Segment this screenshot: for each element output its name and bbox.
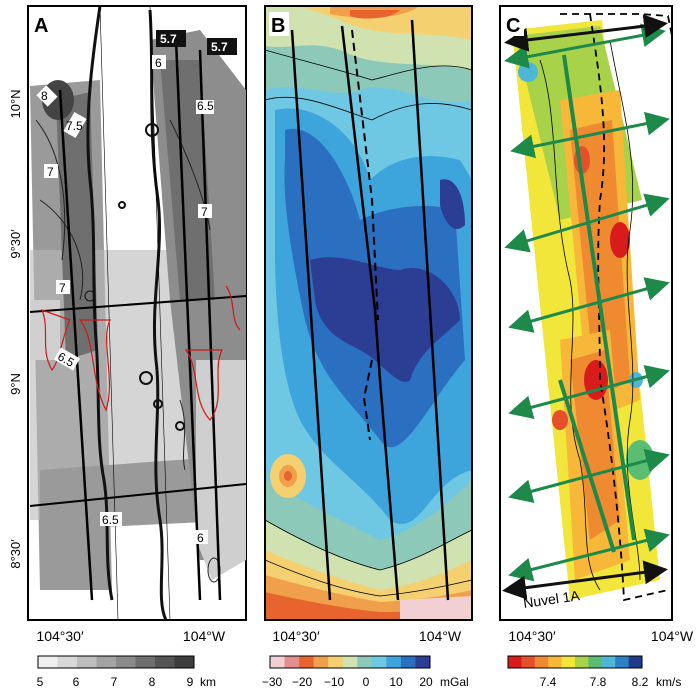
colorbar-swatch [400,656,416,668]
contour-label: 7 [47,165,54,179]
lon-label: 104°30′ [508,628,556,644]
panel-c-velocity-map [502,13,672,602]
contour-label: 6.5 [102,513,119,527]
colorbar-swatch [342,656,358,668]
cbar-tick: 20 [419,675,433,689]
colorbar-swatch [313,656,329,668]
contour-label: 8 [41,89,48,103]
cbar-tick: −20 [292,675,313,689]
cbar-tick: 10 [389,675,403,689]
longitude-axis: 104°30′ 104°W 104°30′ 104°W 104°30′ 104°… [36,628,693,644]
colorbar-swatch [548,656,562,668]
contour-label: 6 [155,56,162,70]
panel-c-letter: C [506,15,520,37]
cbar-tick: −30 [262,675,283,689]
colorbar-gravity [269,655,431,669]
cbar-tick: 8.2 [632,675,649,689]
colorbar-swatch [328,656,344,668]
lat-label: 9°N [8,373,23,395]
cbar-tick: 6 [73,675,80,689]
colorbar-swatch [415,656,431,668]
colorbar-swatch [284,656,300,668]
contour-label: 6.5 [197,99,214,113]
colorbar-swatch [371,656,387,668]
cbar-unit: mGal [440,675,469,689]
lat-label: 8°30′ [8,539,23,569]
colorbar-swatch [57,656,78,668]
colorbar-swatch [575,656,589,668]
cbar-tick: 7 [111,675,118,689]
cbar-tick: −10 [324,675,345,689]
cbar-tick: 7.8 [590,675,607,689]
latitude-axis: 10°N 9°30′ 9°N 8°30′ [8,89,23,568]
colorbar-swatch [270,656,285,668]
colorbar-swatch [534,656,549,668]
depth-label-box: 5.7 [160,32,177,46]
lon-label: 104°W [183,628,226,644]
colorbar-c-ticks: 7.4 7.8 8.2 km/s [540,675,682,689]
colorbar-swatch [299,656,314,668]
cbar-tick: 5 [37,675,44,689]
lat-label: 10°N [8,89,23,118]
colorbar-swatch [77,656,97,668]
cbar-unit: km/s [656,675,681,689]
cbar-tick: 8 [149,675,156,689]
colorbar-swatch [588,656,603,668]
panel-a-boxed-labels: 5.7 5.7 [156,30,237,55]
lon-label: 104°30′ [36,628,84,644]
colorbar-frame [507,655,643,669]
colorbar-b-ticks: −30 −20 −10 0 10 20 mGal [262,675,469,689]
panel-b-gravity-map [265,6,472,620]
colorbar-swatch [561,656,576,668]
panel-a: 8 7.5 7 7 6.5 7 6.5 6.5 6 6 5.7 5.7 [27,5,247,621]
cbar-unit: km [200,675,216,689]
colorbar-swatch [357,656,373,668]
colorbar-frame [37,655,195,669]
lon-label: 104°W [651,628,694,644]
contour-label: 6 [197,531,204,545]
colorbar-swatch [521,656,536,668]
cbar-tick: 0 [363,675,370,689]
lon-label: 104°30′ [272,628,320,644]
colorbar-a-ticks: 5 6 7 8 9 km [37,675,216,689]
colorbar-swatch [628,656,643,668]
colorbar-thickness [37,655,195,669]
colorbar-swatch [135,656,156,668]
panel-a-letter: A [34,15,48,37]
colorbar-swatch [174,656,195,668]
panel-b: B [264,5,473,621]
colorbar-frame [269,655,431,669]
colorbar-swatch [615,656,629,668]
cbar-tick: 7.4 [540,675,557,689]
colorbar-swatch [508,656,522,668]
contour-label: 7 [59,281,66,295]
contour-label: 7 [201,205,208,219]
lat-label: 9°30′ [8,229,23,259]
panel-a-thickness-map [29,6,246,620]
contour-label: 7.5 [66,119,83,133]
panel-c: Nuvel 1A C [499,5,673,621]
colorbar-swatch [38,656,58,668]
depth-label-box: 5.7 [211,40,228,54]
colorbar-swatch [386,656,402,668]
lon-label: 104°W [419,628,462,644]
panel-b-letter: B [271,15,285,37]
colorbar-swatch [155,656,175,668]
colorbar-swatch [96,656,117,668]
cbar-tick: 9 [187,675,194,689]
nuvel-1a-label: Nuvel 1A [522,587,581,611]
colorbar-swatch [601,656,616,668]
colorbar-velocity [507,655,643,669]
colorbar-swatch [116,656,136,668]
